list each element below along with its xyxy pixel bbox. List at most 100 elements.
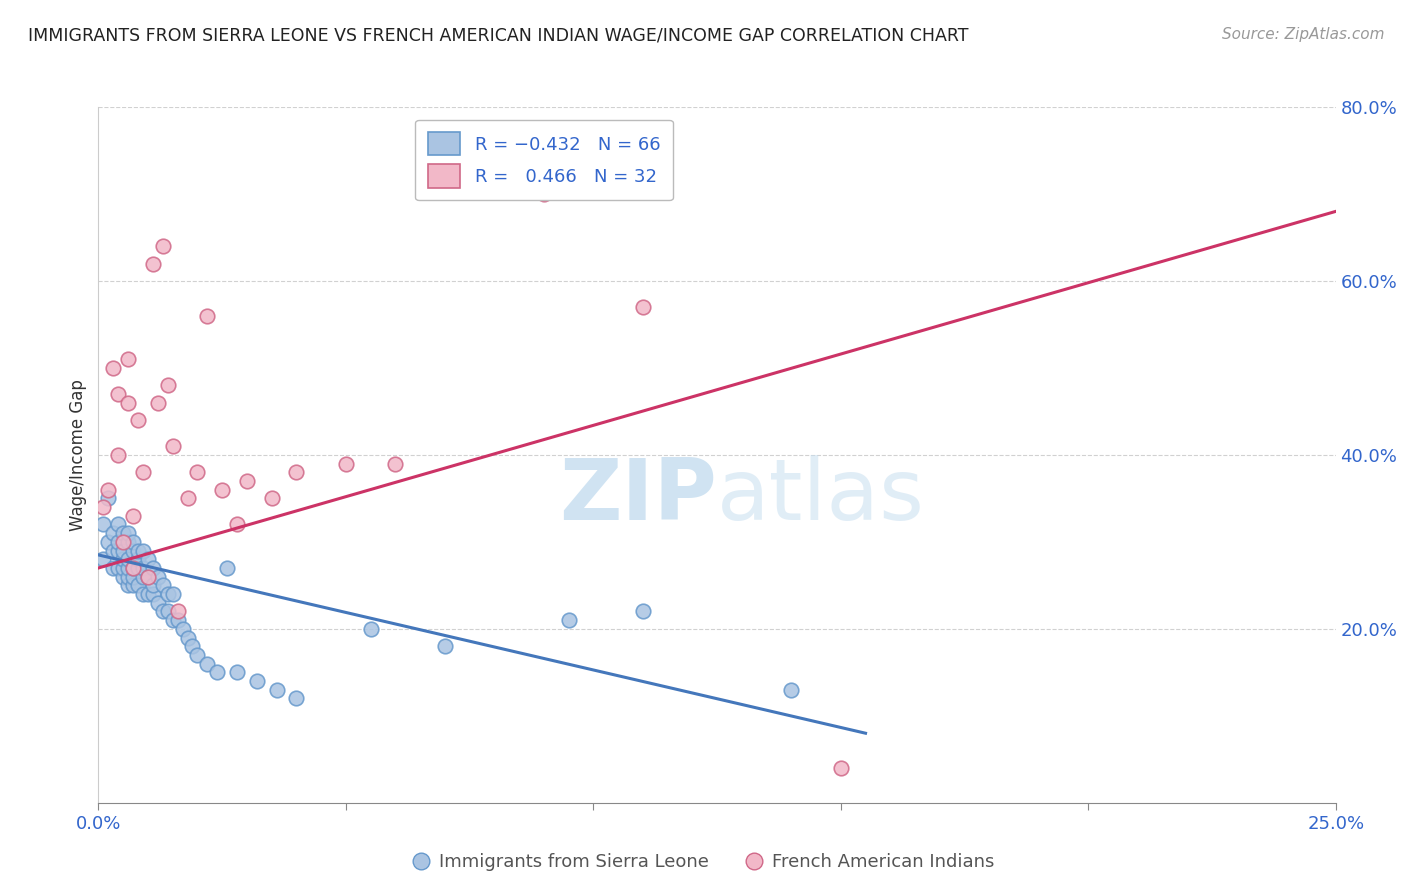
Point: [195, 309, 218, 323]
Point: [127, 578, 149, 592]
Point: [107, 561, 129, 575]
Point: [384, 457, 406, 471]
Point: [152, 578, 174, 592]
Point: [780, 682, 803, 697]
Point: [146, 596, 169, 610]
Point: [260, 491, 283, 506]
Point: [266, 682, 288, 697]
Point: [211, 483, 233, 497]
Point: [226, 665, 249, 680]
Point: [557, 613, 579, 627]
Point: [176, 491, 198, 506]
Point: [136, 570, 159, 584]
Point: [136, 552, 159, 566]
Text: atlas: atlas: [717, 455, 925, 538]
Point: [93, 552, 115, 566]
Point: [127, 543, 149, 558]
Point: [117, 561, 139, 575]
Point: [97, 491, 120, 506]
Legend: Immigrants from Sierra Leone, French American Indians: Immigrants from Sierra Leone, French Ame…: [405, 847, 1001, 879]
Point: [93, 500, 115, 514]
Point: [93, 517, 115, 532]
Point: [166, 613, 188, 627]
Point: [107, 543, 129, 558]
Point: [146, 570, 169, 584]
Point: [217, 561, 239, 575]
Point: [132, 570, 155, 584]
Point: [142, 561, 165, 575]
Point: [172, 622, 194, 636]
Point: [122, 508, 145, 523]
Point: [117, 352, 139, 367]
Point: [132, 466, 155, 480]
Point: [103, 561, 125, 575]
Point: [127, 561, 149, 575]
Point: [107, 517, 129, 532]
Point: [122, 570, 145, 584]
Point: [533, 187, 555, 202]
Point: [112, 526, 135, 541]
Point: [246, 674, 269, 689]
Point: [132, 587, 155, 601]
Point: [166, 605, 188, 619]
Point: [181, 639, 204, 653]
Point: [285, 466, 308, 480]
Point: [117, 396, 139, 410]
Point: [122, 561, 145, 575]
Point: [156, 378, 179, 392]
Point: [112, 552, 135, 566]
Point: [631, 300, 654, 314]
Point: [162, 613, 184, 627]
Point: [117, 526, 139, 541]
Point: [236, 474, 259, 488]
Point: [132, 561, 155, 575]
Point: [112, 543, 135, 558]
Point: [136, 587, 159, 601]
Point: [631, 605, 654, 619]
Point: [112, 561, 135, 575]
Point: [107, 448, 129, 462]
Point: [107, 387, 129, 401]
Text: Source: ZipAtlas.com: Source: ZipAtlas.com: [1222, 27, 1385, 42]
Point: [97, 534, 120, 549]
Point: [117, 534, 139, 549]
Point: [830, 761, 852, 775]
Point: [146, 396, 169, 410]
Point: [103, 543, 125, 558]
Point: [186, 466, 208, 480]
Text: ZIP: ZIP: [560, 455, 717, 538]
Point: [103, 360, 125, 375]
Point: [152, 605, 174, 619]
Point: [176, 631, 198, 645]
Point: [122, 578, 145, 592]
Point: [107, 534, 129, 549]
Point: [117, 552, 139, 566]
Point: [335, 457, 357, 471]
Point: [195, 657, 218, 671]
Legend: R = −0.432   N = 66, R =   0.466   N = 32: R = −0.432 N = 66, R = 0.466 N = 32: [415, 120, 672, 201]
Point: [103, 526, 125, 541]
Point: [162, 439, 184, 453]
Point: [127, 552, 149, 566]
Point: [156, 587, 179, 601]
Point: [162, 587, 184, 601]
Point: [142, 256, 165, 270]
Point: [186, 648, 208, 662]
Point: [142, 578, 165, 592]
Point: [112, 534, 135, 549]
Point: [117, 570, 139, 584]
Point: [97, 483, 120, 497]
Point: [433, 639, 456, 653]
Point: [142, 587, 165, 601]
Point: [156, 605, 179, 619]
Point: [285, 691, 308, 706]
Point: [205, 665, 228, 680]
Point: [122, 561, 145, 575]
Point: [117, 578, 139, 592]
Point: [136, 570, 159, 584]
Point: [112, 570, 135, 584]
Text: IMMIGRANTS FROM SIERRA LEONE VS FRENCH AMERICAN INDIAN WAGE/INCOME GAP CORRELATI: IMMIGRANTS FROM SIERRA LEONE VS FRENCH A…: [28, 27, 969, 45]
Point: [127, 413, 149, 427]
Point: [122, 534, 145, 549]
Point: [132, 543, 155, 558]
